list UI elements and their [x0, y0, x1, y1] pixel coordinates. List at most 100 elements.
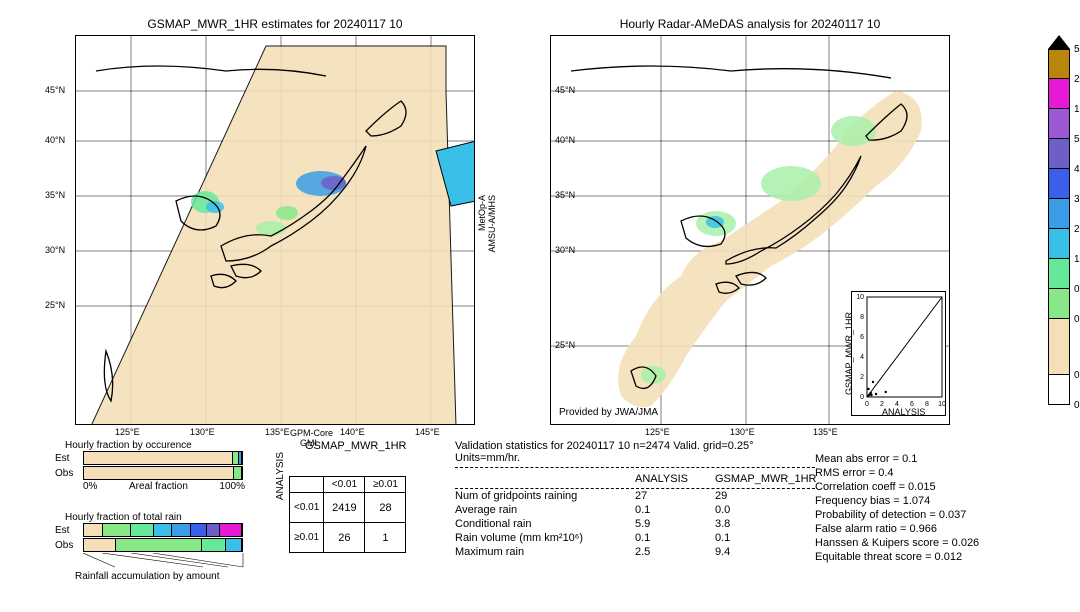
- stats-row-label: Average rain: [455, 504, 635, 516]
- right-lon-tick: 130°E: [730, 427, 755, 437]
- cont-cell-01: 28: [365, 493, 406, 523]
- colorbar-tick-label: 3: [1074, 194, 1080, 205]
- left-lon-tick: 130°E: [190, 427, 215, 437]
- cont-col-0: <0.01: [324, 477, 365, 493]
- stats-row-v1: 27: [635, 490, 715, 502]
- svg-text:0: 0: [865, 401, 869, 408]
- fraction-segment: [207, 524, 220, 536]
- colorbar-segment: [1048, 169, 1070, 199]
- fraction-segment: [84, 467, 234, 479]
- svg-text:6: 6: [860, 334, 864, 341]
- colorbar-tick-label: 0.5: [1074, 284, 1080, 295]
- fraction-segment: [226, 539, 242, 551]
- contingency-title: GSMAP_MWR_1HR: [305, 440, 406, 452]
- left-lon-tick: 125°E: [115, 427, 140, 437]
- fraction-segment: [84, 539, 116, 551]
- scatter-inset: 0246810 0246810 ANALYSIS GSMAP_MWR_1HR: [851, 291, 946, 416]
- left-lat-tick: 40°N: [45, 135, 65, 145]
- stats-title: Validation statistics for 20240117 10 n=…: [455, 440, 815, 468]
- validation-stats-panel: Validation statistics for 20240117 10 n=…: [455, 440, 815, 559]
- colorbar-tick-label: 10: [1074, 104, 1080, 115]
- metrics-row: Probability of detection = 0.037: [815, 508, 1065, 522]
- left-lon-tick: 135°E: [265, 427, 290, 437]
- metrics-row: RMS error = 0.4: [815, 466, 1065, 480]
- colorbar-segment: [1048, 375, 1070, 405]
- colorbar-tick-label: 5: [1074, 134, 1080, 145]
- stats-row-v1: 0.1: [635, 532, 715, 544]
- fraction-segment: [202, 539, 226, 551]
- stats-row-label: Maximum rain: [455, 546, 635, 558]
- stats-row-v1: 0.1: [635, 504, 715, 516]
- fraction-row-label: Est: [55, 525, 83, 536]
- svg-text:10: 10: [938, 401, 946, 408]
- left-map-svg: [76, 36, 475, 425]
- svg-text:10: 10: [856, 294, 864, 301]
- left-lat-tick: 25°N: [45, 300, 65, 310]
- colorbar-tick-label: 1: [1074, 254, 1080, 265]
- fraction-row-label: Obs: [55, 540, 83, 551]
- colorbar-segment: [1048, 109, 1070, 139]
- stats-row-label: Conditional rain: [455, 518, 635, 530]
- svg-text:8: 8: [925, 401, 929, 408]
- left-lat-tick: 30°N: [45, 245, 65, 255]
- metrics-row: Equitable threat score = 0.012: [815, 550, 1065, 564]
- right-lat-tick: 40°N: [555, 135, 575, 145]
- frac-occ-xlabel: Areal fraction: [129, 481, 188, 492]
- left-map-panel: [75, 35, 475, 425]
- stats-row-v2: 0.0: [715, 504, 795, 516]
- satellite-label: GPM-Core: [290, 428, 333, 438]
- cont-col-1: ≥0.01: [365, 477, 406, 493]
- colorbar-tick-label: 0.01: [1074, 314, 1080, 325]
- svg-text:2: 2: [860, 374, 864, 381]
- fraction-segment: [172, 524, 191, 536]
- contingency-table: <0.01≥0.01 <0.01 2419 28 ≥0.01 26 1: [289, 476, 406, 553]
- stats-row-label: Num of gridpoints raining: [455, 490, 635, 502]
- metrics-row: Hanssen & Kuipers score = 0.026: [815, 536, 1065, 550]
- fraction-segment: [220, 524, 242, 536]
- fraction-occ-title: Hourly fraction by occurence: [65, 440, 255, 451]
- scatter-xlabel: ANALYSIS: [882, 407, 925, 417]
- fraction-segment: [191, 524, 207, 536]
- metrics-row: Frequency bias = 1.074: [815, 494, 1065, 508]
- right-lat-tick: 45°N: [555, 85, 575, 95]
- fraction-segment: [103, 524, 131, 536]
- svg-text:0: 0: [860, 394, 864, 401]
- colorbar-segment: [1048, 49, 1070, 79]
- right-map-title: Hourly Radar-AMeDAS analysis for 2024011…: [550, 17, 950, 31]
- fraction-rain-footer: Rainfall accumulation by amount: [75, 571, 255, 582]
- frac-occ-xleft: 0%: [83, 481, 97, 492]
- stats-col1: ANALYSIS: [635, 473, 715, 485]
- right-lon-tick: 125°E: [645, 427, 670, 437]
- colorbar-tick-label: 0: [1074, 370, 1080, 381]
- cont-row-1: ≥0.01: [290, 523, 324, 553]
- fraction-totalrain-panel: Hourly fraction of total rain EstObs Rai…: [55, 512, 255, 582]
- colorbar-top-arrow: [1048, 35, 1070, 49]
- fraction-bar: [83, 523, 243, 537]
- fraction-row-label: Est: [55, 453, 83, 464]
- right-map-panel: 0246810 0246810 ANALYSIS GSMAP_MWR_1HR P…: [550, 35, 950, 425]
- fraction-segment: [239, 452, 242, 464]
- colorbar-tick-label: 25: [1074, 74, 1080, 85]
- metrics-row: False alarm ratio = 0.966: [815, 522, 1065, 536]
- stats-row-v2: 0.1: [715, 532, 795, 544]
- fraction-segment: [234, 467, 242, 479]
- frac-occ-xright: 100%: [219, 481, 245, 492]
- left-map-title: GSMAP_MWR_1HR estimates for 20240117 10: [75, 17, 475, 31]
- colorbar-segment: [1048, 79, 1070, 109]
- right-lat-tick: 35°N: [555, 190, 575, 200]
- contingency-row-label: ANALYSIS: [275, 452, 286, 500]
- stats-row-v2: 9.4: [715, 546, 795, 558]
- stats-row-label: Rain volume (mm km²10⁶): [455, 532, 635, 544]
- fraction-bar: [83, 451, 243, 465]
- cont-row-0: <0.01: [290, 493, 324, 523]
- left-lon-tick: 140°E: [340, 427, 365, 437]
- cont-cell-00: 2419: [324, 493, 365, 523]
- stats-row-v2: 3.8: [715, 518, 795, 530]
- svg-text:4: 4: [860, 354, 864, 361]
- fraction-segment: [84, 524, 103, 536]
- colorbar-tick-label: 2: [1074, 224, 1080, 235]
- right-lon-tick: 135°E: [813, 427, 838, 437]
- fraction-row-label: Obs: [55, 468, 83, 479]
- fraction-segment: [154, 524, 173, 536]
- left-lat-tick: 35°N: [45, 190, 65, 200]
